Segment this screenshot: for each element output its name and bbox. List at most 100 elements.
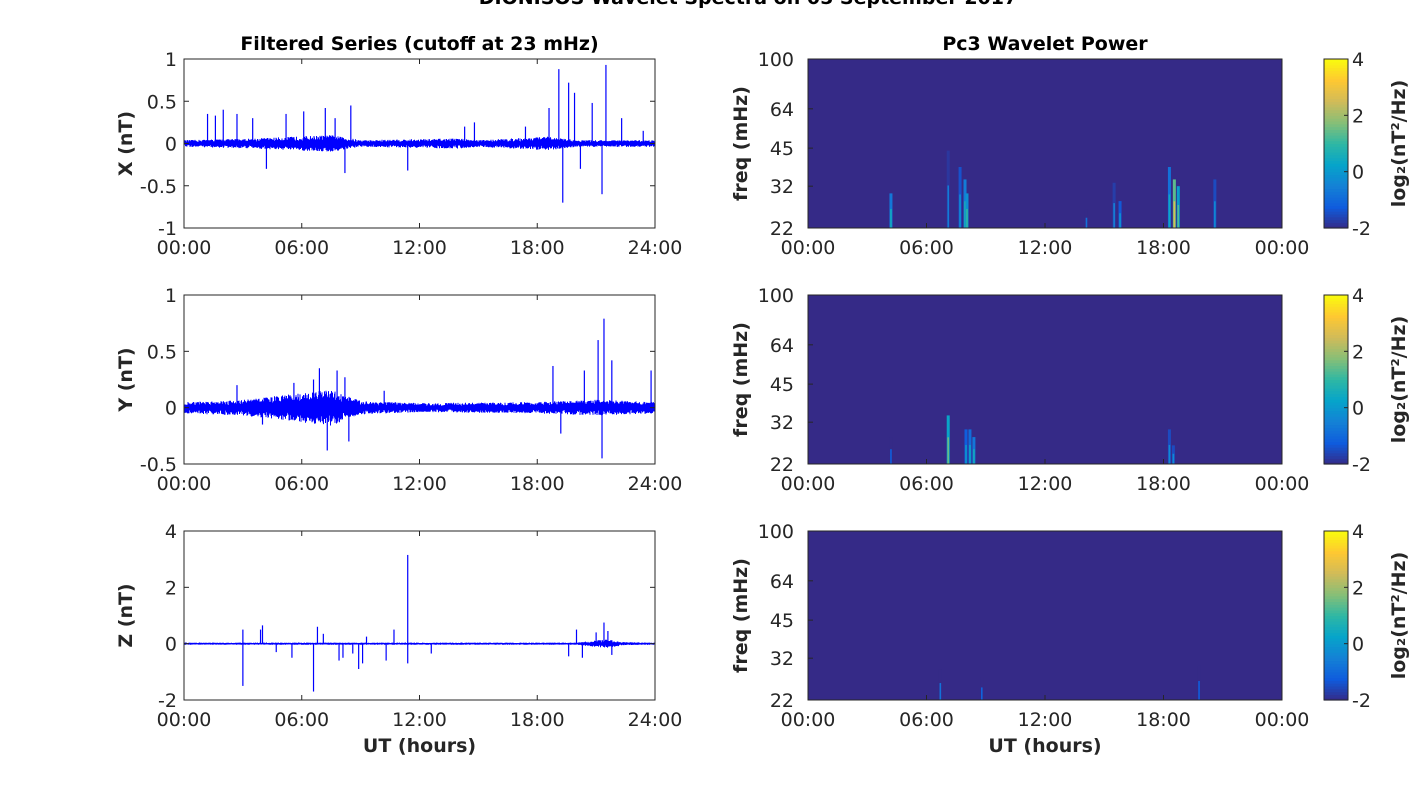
y-wavelet-x-tick-label: 06:00 [899, 473, 954, 495]
x-wavelet-power-event-core [947, 185, 950, 228]
y-wavelet-colorbar-segment [1324, 356, 1348, 361]
z-wavelet-colorbar-segment [1324, 607, 1348, 611]
x-wavelet-colorbar-segment [1324, 163, 1348, 167]
z-wavelet-x-tick-label: 12:00 [1018, 709, 1073, 731]
z-wavelet-colorbar-segment [1324, 584, 1348, 588]
y-wavelet-colorbar-segment [1324, 399, 1348, 403]
y-wavelet-colorbar-segment [1324, 413, 1348, 417]
y-wavelet-colorbar-segment [1324, 458, 1348, 462]
y-wavelet-x-tick-label: 00:00 [1255, 473, 1310, 495]
z-wavelet-colorbar-tick-label: 2 [1352, 577, 1364, 599]
z-wavelet-colorbar-segment [1324, 592, 1348, 597]
z-wavelet-colorbar-segment [1324, 570, 1348, 574]
y-wavelet-y-tick-label: 64 [770, 335, 794, 357]
x-wavelet-colorbar-label: log₂(nT²/Hz) [1388, 80, 1410, 208]
x-wavelet-colorbar-segment [1324, 160, 1348, 164]
x-wavelet-colorbar-segment [1324, 216, 1348, 221]
z-wavelet-colorbar-segment [1324, 674, 1348, 679]
z-series-x-tick-label: 18:00 [510, 709, 565, 731]
x-wavelet-x-tick-label: 12:00 [1018, 237, 1073, 259]
y-wavelet-colorbar-segment [1324, 407, 1348, 412]
x-series-x-tick-label: 24:00 [628, 237, 683, 259]
z-wavelet-colorbar-segment [1324, 573, 1348, 577]
x-wavelet-colorbar-tick-label: 0 [1352, 162, 1364, 184]
y-wavelet-power-event-core [1172, 453, 1175, 464]
z-wavelet-colorbar-segment [1324, 550, 1348, 555]
x-wavelet-colorbar-segment [1324, 205, 1348, 209]
z-wavelet-x-tick-label: 18:00 [1136, 709, 1191, 731]
y-wavelet-colorbar-segment [1324, 311, 1348, 316]
y-series-ylabel: Y (nT) [115, 347, 137, 412]
z-wavelet-colorbar-segment [1324, 590, 1348, 594]
y-wavelet-colorbar-segment [1324, 328, 1348, 333]
x-wavelet-power-event-core [1113, 203, 1115, 228]
y-wavelet-colorbar-segment [1324, 402, 1348, 406]
x-wavelet-y-tick-label: 100 [758, 49, 794, 71]
z-wavelet-colorbar-segment [1324, 652, 1348, 656]
x-wavelet-colorbar-segment [1324, 120, 1348, 125]
x-wavelet-colorbar-segment [1324, 64, 1348, 69]
z-wavelet-y-tick-label: 32 [770, 648, 794, 670]
y-series-plot-area [184, 295, 655, 464]
z-series-y-tick-label: -2 [158, 690, 177, 712]
y-wavelet-colorbar-segment [1324, 427, 1348, 431]
x-series-title: Filtered Series (cutoff at 23 mHz) [240, 33, 598, 55]
z-series-ylabel: Z (nT) [115, 583, 137, 647]
y-wavelet-colorbar-segment [1324, 306, 1348, 310]
y-wavelet-colorbar-segment [1324, 348, 1348, 352]
y-wavelet-colorbar-segment [1324, 345, 1348, 350]
x-wavelet-colorbar-tick-label: 2 [1352, 105, 1364, 127]
x-wavelet-x-tick-label: 00:00 [781, 237, 836, 259]
y-wavelet-colorbar-segment [1324, 365, 1348, 369]
x-wavelet-colorbar-segment [1324, 180, 1348, 184]
z-wavelet-colorbar-tick-label: 0 [1352, 634, 1364, 656]
x-wavelet-power-event-core [1085, 217, 1088, 228]
y-wavelet-colorbar-segment [1324, 396, 1348, 400]
y-wavelet-colorbar-segment [1324, 300, 1348, 305]
y-wavelet-y-tick-label: 100 [758, 285, 794, 307]
z-wavelet-power-event-core [981, 687, 983, 700]
z-series-y-tick-label: 2 [165, 577, 177, 599]
z-series-x-tick-label: 00:00 [157, 709, 212, 731]
x-series-panel: 00:00 06:00 12:00 18:00 24:00 1 0.5 0 -0.5 -1 Filt… [115, 33, 682, 259]
y-wavelet-colorbar-segment [1324, 385, 1348, 389]
y-series-x-tick-label: 00:00 [157, 473, 212, 495]
z-wavelet-colorbar-segment [1324, 536, 1348, 541]
z-wavelet-y-tick-label: 100 [758, 521, 794, 543]
z-wavelet-colorbar-segment [1324, 649, 1348, 653]
x-wavelet-colorbar-segment [1324, 73, 1348, 77]
x-wavelet-colorbar-segment [1324, 78, 1348, 83]
x-wavelet-colorbar-segment [1324, 132, 1348, 136]
x-series-y-tick-label: 0 [165, 134, 177, 156]
z-series-xlabel: UT (hours) [363, 735, 476, 757]
y-wavelet-y-tick-label: 22 [770, 454, 794, 476]
y-wavelet-colorbar-segment [1324, 461, 1348, 465]
z-wavelet-colorbar-segment [1324, 604, 1348, 608]
x-wavelet-colorbar-segment [1324, 191, 1348, 195]
x-wavelet-ylabel: freq (mHz) [730, 86, 752, 201]
y-wavelet-colorbar-segment [1324, 297, 1348, 302]
y-wavelet-colorbar-segment [1324, 317, 1348, 321]
x-wavelet-power-event-core [1173, 201, 1176, 228]
x-wavelet-power-event-core [1168, 194, 1171, 228]
y-wavelet-colorbar-segment [1324, 320, 1348, 324]
y-wavelet-colorbar-tick-label: -2 [1352, 454, 1371, 476]
y-wavelet-colorbar-segment [1324, 373, 1348, 378]
y-series-x-tick-label: 06:00 [274, 473, 329, 495]
x-wavelet-colorbar-segment [1324, 115, 1348, 119]
x-wavelet-colorbar-segment [1324, 118, 1348, 122]
z-wavelet-colorbar-segment [1324, 632, 1348, 636]
z-wavelet-y-tick-label: 64 [770, 571, 794, 593]
z-series-x-tick-label: 06:00 [274, 709, 329, 731]
y-wavelet-colorbar-segment [1324, 421, 1348, 426]
z-wavelet-colorbar-segment [1324, 556, 1348, 560]
z-wavelet-colorbar-label: log₂(nT²/Hz) [1388, 552, 1410, 680]
z-wavelet-colorbar-segment [1324, 587, 1348, 591]
x-wavelet-colorbar-segment [1324, 98, 1348, 102]
x-wavelet-panel: 00:00 06:00 12:00 18:00 00:00 100 64 45 32 22 Pc3 … [730, 33, 1410, 259]
y-wavelet-colorbar-segment [1324, 455, 1348, 459]
x-wavelet-colorbar-segment [1324, 154, 1348, 159]
x-series-y-tick-label: -1 [158, 218, 177, 240]
x-wavelet-colorbar-segment [1324, 174, 1348, 178]
y-wavelet-colorbar-segment [1324, 323, 1348, 327]
